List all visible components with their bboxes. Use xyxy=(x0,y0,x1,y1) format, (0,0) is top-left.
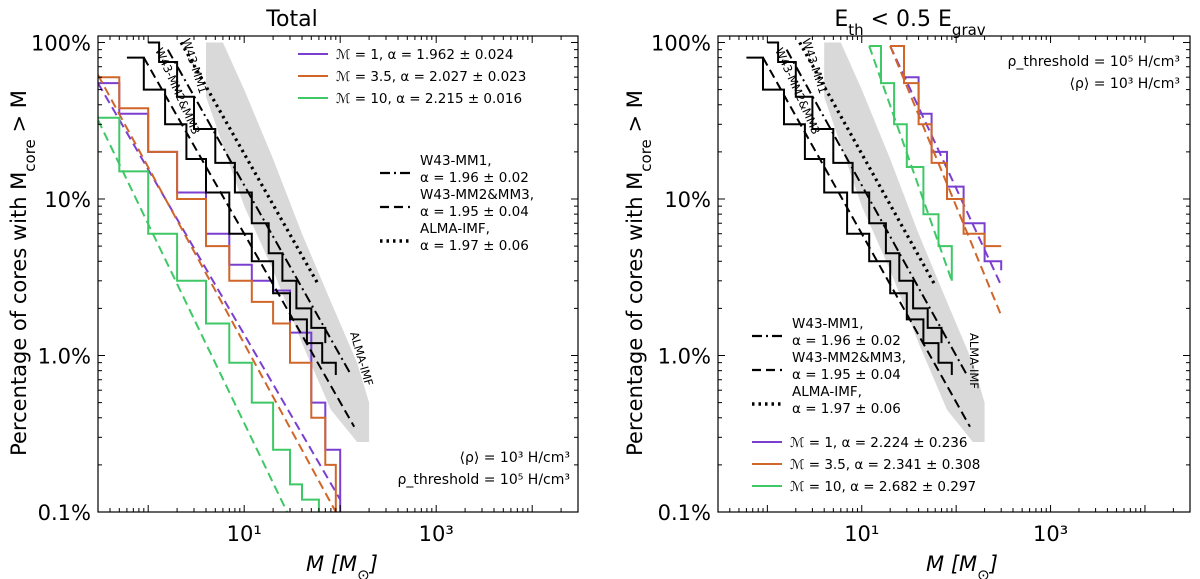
series-line xyxy=(166,49,352,376)
y-axis-label: Percentage of cores with Mcore > M xyxy=(7,90,39,456)
x-tick-label: 10³ xyxy=(1033,522,1068,546)
series-line xyxy=(179,41,321,287)
legend-label: ℳ = 3.5, α = 2.341 ± 0.308 xyxy=(790,457,980,473)
y-tick-label: 10% xyxy=(664,188,711,212)
series-line xyxy=(126,56,337,375)
y-tick-label: 100% xyxy=(651,31,711,55)
axis-frame xyxy=(717,35,1191,513)
panel-title: Total xyxy=(265,7,317,32)
annotation: ⟨ρ⟩ = 10³ H/cm³ xyxy=(1069,76,1180,92)
legend-label: ℳ = 3.5, α = 2.027 ± 0.023 xyxy=(336,69,526,85)
series-line xyxy=(98,82,342,501)
series-line xyxy=(746,56,953,375)
y-axis-label-text: Percentage of cores with M xyxy=(7,172,31,456)
legend-label: ALMA-IMF, xyxy=(792,384,862,400)
series-line xyxy=(762,57,971,428)
series-line xyxy=(785,49,968,376)
x-axis-label: M [M⊙] xyxy=(926,552,998,579)
x-tick-label: 10¹ xyxy=(844,522,879,546)
series-line xyxy=(148,41,327,344)
series-band xyxy=(206,42,370,442)
annotation: ρ_threshold = 10⁵ H/cm³ xyxy=(397,472,570,488)
panel-eth: Eth < 0.5 Egrav Percentage of cores with… xyxy=(623,7,1191,579)
annotation: ⟨ρ⟩ = 10³ H/cm³ xyxy=(459,450,570,466)
legend-label: α = 1.95 ± 0.04 xyxy=(792,367,901,383)
panel-total: Total Percentage of cores with Mcore > M… xyxy=(7,7,579,579)
annotation: ρ_threshold = 10⁵ H/cm³ xyxy=(1007,54,1180,70)
legend-label: ALMA-IMF, xyxy=(420,221,490,237)
series-line xyxy=(98,116,320,512)
legend-label: ℳ = 1, α = 2.224 ± 0.236 xyxy=(790,435,967,451)
y-tick-label: 0.1% xyxy=(658,501,711,525)
legend-label: W43-MM1, xyxy=(420,153,492,169)
legend-label: ℳ = 1, α = 1.962 ± 0.024 xyxy=(336,47,513,63)
series-line xyxy=(890,45,1003,271)
y-tick-label: 0.1% xyxy=(38,501,91,525)
y-axis-label-tail: > M xyxy=(7,90,31,139)
legend-label: α = 1.95 ± 0.04 xyxy=(420,204,529,220)
x-tick-label: 10¹ xyxy=(227,522,262,546)
plot-area xyxy=(746,41,1003,442)
legend-label: α = 1.97 ± 0.06 xyxy=(792,401,901,417)
y-tick-label: 100% xyxy=(31,31,91,55)
series-line xyxy=(98,74,337,512)
legend-label: W43-MM2&MM3, xyxy=(420,187,534,203)
legend-label: W43-MM1, xyxy=(792,316,864,332)
series-line xyxy=(98,76,337,512)
legend-label: α = 1.96 ± 0.02 xyxy=(420,170,529,186)
x-axis-label: M [M⊙] xyxy=(306,552,378,579)
series-line xyxy=(798,41,937,287)
curve-label: ALMA-IMF xyxy=(967,333,981,389)
x-tick-label: 10³ xyxy=(419,522,454,546)
y-axis-label-sub: core xyxy=(21,139,39,172)
legend-label: W43-MM2&MM3, xyxy=(792,350,906,366)
series-line xyxy=(767,41,943,344)
series-line xyxy=(869,45,953,281)
y-tick-label: 10% xyxy=(44,188,91,212)
legend-label: ℳ = 10, α = 2.682 ± 0.297 xyxy=(790,479,976,495)
legend-label: α = 1.96 ± 0.02 xyxy=(792,333,901,349)
series-band xyxy=(824,42,985,442)
series-line xyxy=(98,119,289,512)
y-tick-label: 1.0% xyxy=(658,344,711,368)
legend-label: α = 1.97 ± 0.06 xyxy=(420,238,529,254)
series-line xyxy=(889,45,1003,316)
plot-area xyxy=(98,41,370,512)
y-axis-label: Percentage of cores with Mcore > M xyxy=(623,90,655,456)
y-tick-label: 1.0% xyxy=(38,344,91,368)
panel-title: Eth < 0.5 Egrav xyxy=(834,7,985,39)
legend-label: ℳ = 10, α = 2.215 ± 0.016 xyxy=(336,91,522,107)
series-line xyxy=(889,45,1003,286)
axis-frame xyxy=(97,35,579,513)
series-line xyxy=(142,57,356,428)
